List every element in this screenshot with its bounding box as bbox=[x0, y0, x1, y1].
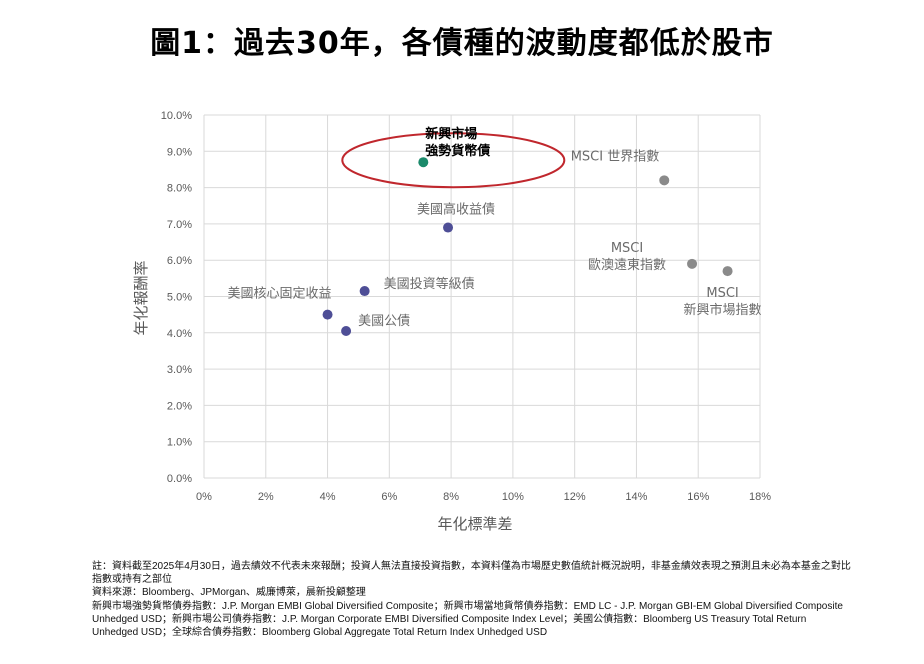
data-point bbox=[359, 286, 370, 297]
data-point-label: 歐澳遠東指數 bbox=[588, 257, 666, 273]
y-tick-label: 2.0% bbox=[167, 400, 192, 412]
footnote-index-definitions: 新興市場強勢貨幣債券指數：J.P. Morgan EMBI Global Div… bbox=[92, 600, 843, 639]
data-point-label: 美國投資等級債 bbox=[384, 276, 475, 292]
x-tick-label: 18% bbox=[749, 491, 771, 503]
data-point-label: 美國高收益債 bbox=[417, 202, 495, 218]
highlight-layer bbox=[341, 132, 566, 189]
x-tick-label: 14% bbox=[625, 491, 647, 503]
footnote-disclaimer: 註：資料截至2025年4月30日，過去績效不代表未來報酬；投資人無法直接投資指數… bbox=[92, 561, 851, 586]
data-point-label: 強勢貨幣債 bbox=[425, 143, 490, 159]
data-point-label: 新興市場指數 bbox=[684, 302, 762, 318]
data-point-label: MSCI bbox=[706, 286, 738, 301]
y-tick-label: 0.0% bbox=[167, 473, 192, 485]
data-point bbox=[722, 266, 733, 277]
data-point-label: 美國核心固定收益 bbox=[228, 287, 332, 302]
x-tick-label: 16% bbox=[687, 491, 709, 503]
footnotes: 註：資料截至2025年4月30日，過去績效不代表未來報酬；投資人無法直接投資指數… bbox=[92, 560, 852, 639]
data-point-label: 美國公債 bbox=[358, 314, 410, 329]
footnote-source: 資料來源：Bloomberg、JPMorgan、威廉博萊，晨新投顧整理 bbox=[92, 587, 366, 599]
data-point-label: 新興市場 bbox=[425, 126, 477, 142]
x-tick-label: 4% bbox=[320, 491, 336, 503]
y-tick-label: 7.0% bbox=[167, 219, 192, 231]
y-tick-label: 3.0% bbox=[167, 364, 192, 376]
data-point bbox=[443, 222, 454, 233]
x-tick-label: 0% bbox=[196, 491, 212, 503]
y-tick-label: 10.0% bbox=[161, 110, 192, 122]
axis-layer: 0.0% 1.0% 2.0% 3.0% 4.0% 5.0% 6.0% 7.0% 8.0% 9.0%… bbox=[161, 110, 771, 503]
highlight-ellipse bbox=[341, 132, 566, 189]
data-point bbox=[341, 325, 352, 336]
x-tick-label: 12% bbox=[564, 491, 586, 503]
chart-title: 圖1：過去30年，各債種的波動度都低於股市 bbox=[150, 26, 774, 61]
data-point-label: MSCI bbox=[611, 241, 643, 256]
data-point bbox=[322, 309, 333, 320]
data-point bbox=[687, 258, 698, 269]
x-tick-label: 10% bbox=[502, 491, 524, 503]
data-point-label: MSCI 世界指數 bbox=[571, 149, 660, 164]
scatter-chart: 0.0% 1.0% 2.0% 3.0% 4.0% 5.0% 6.0% 7.0% 8.0% 9.0%… bbox=[132, 110, 771, 533]
y-tick-label: 1.0% bbox=[167, 437, 192, 449]
point-layer bbox=[322, 157, 733, 336]
x-tick-label: 8% bbox=[443, 491, 459, 503]
data-point bbox=[659, 175, 670, 186]
y-tick-label: 8.0% bbox=[167, 183, 192, 195]
grid-layer bbox=[203, 114, 761, 479]
x-axis-label: 年化標準差 bbox=[437, 515, 512, 533]
y-tick-label: 5.0% bbox=[167, 292, 192, 304]
x-tick-label: 2% bbox=[258, 491, 274, 503]
data-point bbox=[418, 157, 429, 168]
x-tick-label: 6% bbox=[381, 491, 397, 503]
y-tick-label: 6.0% bbox=[167, 255, 192, 267]
y-tick-label: 4.0% bbox=[167, 328, 192, 340]
y-axis-label: 年化報酬率 bbox=[132, 260, 150, 335]
y-tick-label: 9.0% bbox=[167, 146, 192, 158]
